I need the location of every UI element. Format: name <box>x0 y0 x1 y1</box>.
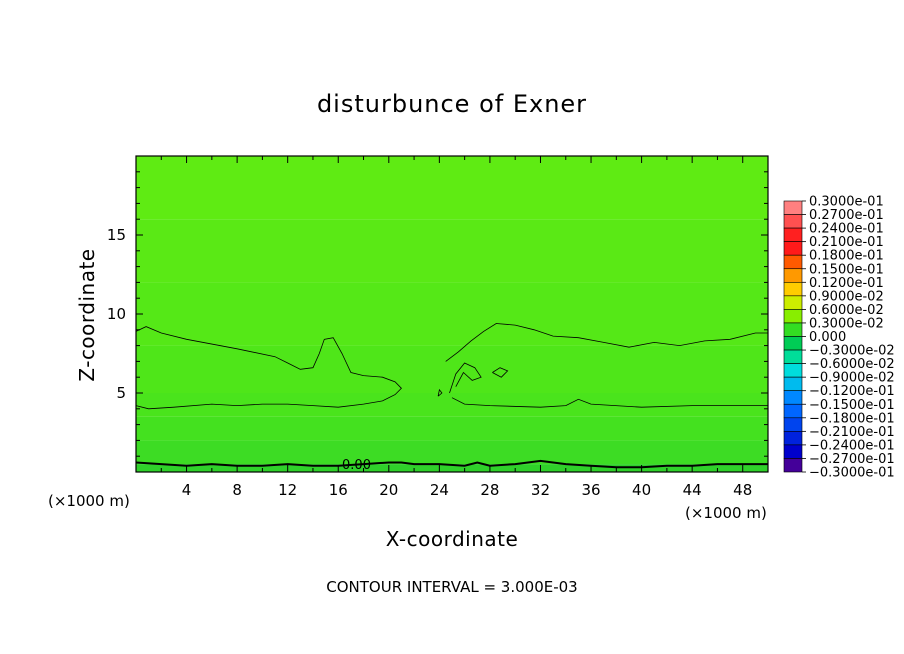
legend-swatch <box>783 336 803 351</box>
legend-swatch <box>783 444 803 459</box>
y-tick-label: 10 <box>107 305 126 323</box>
x-tick-label: 44 <box>683 481 702 499</box>
legend-swatch <box>783 281 803 297</box>
contour-label: 0.00 <box>342 458 371 473</box>
legend-swatch <box>783 227 803 242</box>
legend-label: −0.3000e-01 <box>809 466 895 481</box>
legend-label: 0.6000e-02 <box>809 303 884 318</box>
legend-label: −0.2700e-01 <box>809 452 895 467</box>
legend-label: 0.000 <box>809 330 846 345</box>
legend-label: 0.1800e-01 <box>809 249 884 264</box>
legend-label: 0.1500e-01 <box>809 262 884 277</box>
x-tick-label: 48 <box>733 481 752 499</box>
x-tick-label: 4 <box>182 481 192 499</box>
contour-line-right-inner <box>449 362 482 394</box>
field-band-7 <box>136 156 768 220</box>
legend-label: −0.2400e-01 <box>809 438 895 453</box>
legend-swatch <box>783 403 803 419</box>
legend-label: 0.2400e-01 <box>809 222 884 237</box>
legend-label: 0.2100e-01 <box>809 235 884 250</box>
legend-label: 0.1200e-01 <box>809 276 884 291</box>
field-band-3 <box>136 393 768 417</box>
y-tick-label: 5 <box>116 384 126 402</box>
field-band-2 <box>136 416 768 441</box>
legend-swatch <box>783 268 803 283</box>
contour-line-right-upper <box>445 323 768 362</box>
legend-label: 0.2700e-01 <box>809 208 884 223</box>
field-band-5 <box>136 282 768 346</box>
contour-line-blob <box>492 367 509 378</box>
x-tick-label: 12 <box>278 481 297 499</box>
legend-swatch <box>783 431 803 446</box>
contour-interval-note: CONTOUR INTERVAL = 3.000E-03 <box>326 578 577 596</box>
legend-label: −0.3000e-02 <box>809 344 895 359</box>
legend-swatch <box>783 417 803 432</box>
x-axis-unit: (×1000 m) <box>685 504 767 522</box>
x-tick-label: 28 <box>480 481 499 499</box>
legend-swatch <box>783 309 803 324</box>
contour-line-right <box>451 397 768 408</box>
y-tick-label: 15 <box>107 226 126 244</box>
legend-label: −0.1500e-01 <box>809 398 895 413</box>
field-band-0 <box>136 464 768 472</box>
legend-label: −0.1200e-01 <box>809 384 895 399</box>
x-axis-label: X-coordinate <box>386 527 519 551</box>
legend-swatch <box>783 322 803 337</box>
y-axis-unit: (×1000 m) <box>48 492 130 510</box>
legend-swatch <box>783 390 803 405</box>
legend-label: −0.9000e-02 <box>809 371 895 386</box>
field-band-6 <box>136 219 768 283</box>
legend-swatch <box>783 458 803 473</box>
chart-title: disturbunce of Exner <box>317 90 587 118</box>
x-tick-label: 8 <box>232 481 242 499</box>
legend-swatch <box>783 295 803 310</box>
contour-line-lower <box>135 326 402 410</box>
contour-line-dot <box>437 388 443 397</box>
legend-label: 0.3000e-02 <box>809 316 884 331</box>
legend-label: −0.6000e-02 <box>809 357 895 372</box>
x-tick-label: 36 <box>581 481 600 499</box>
legend-swatch <box>783 254 803 270</box>
legend-label: 0.9000e-02 <box>809 289 884 304</box>
legend-label: 0.3000e-01 <box>809 195 884 210</box>
legend-swatch <box>783 363 803 378</box>
x-tick-label: 32 <box>531 481 550 499</box>
legend-swatch <box>783 200 803 215</box>
field-band-1 <box>136 440 768 465</box>
contour-line-zero <box>135 459 768 469</box>
legend-swatch <box>783 376 803 391</box>
legend-swatch <box>783 349 803 364</box>
legend-label: −0.2100e-01 <box>809 425 895 440</box>
x-tick-label: 20 <box>379 481 398 499</box>
y-axis-label: Z-coordinate <box>75 248 99 381</box>
x-tick-label: 24 <box>430 481 449 499</box>
legend-swatch <box>783 214 803 229</box>
x-tick-label: 40 <box>632 481 651 499</box>
legend: 0.3000e-010.2700e-010.2400e-010.2100e-01… <box>783 195 895 481</box>
legend-swatch <box>783 241 803 256</box>
x-tick-label: 16 <box>329 481 348 499</box>
legend-label: −0.1800e-01 <box>809 411 895 426</box>
